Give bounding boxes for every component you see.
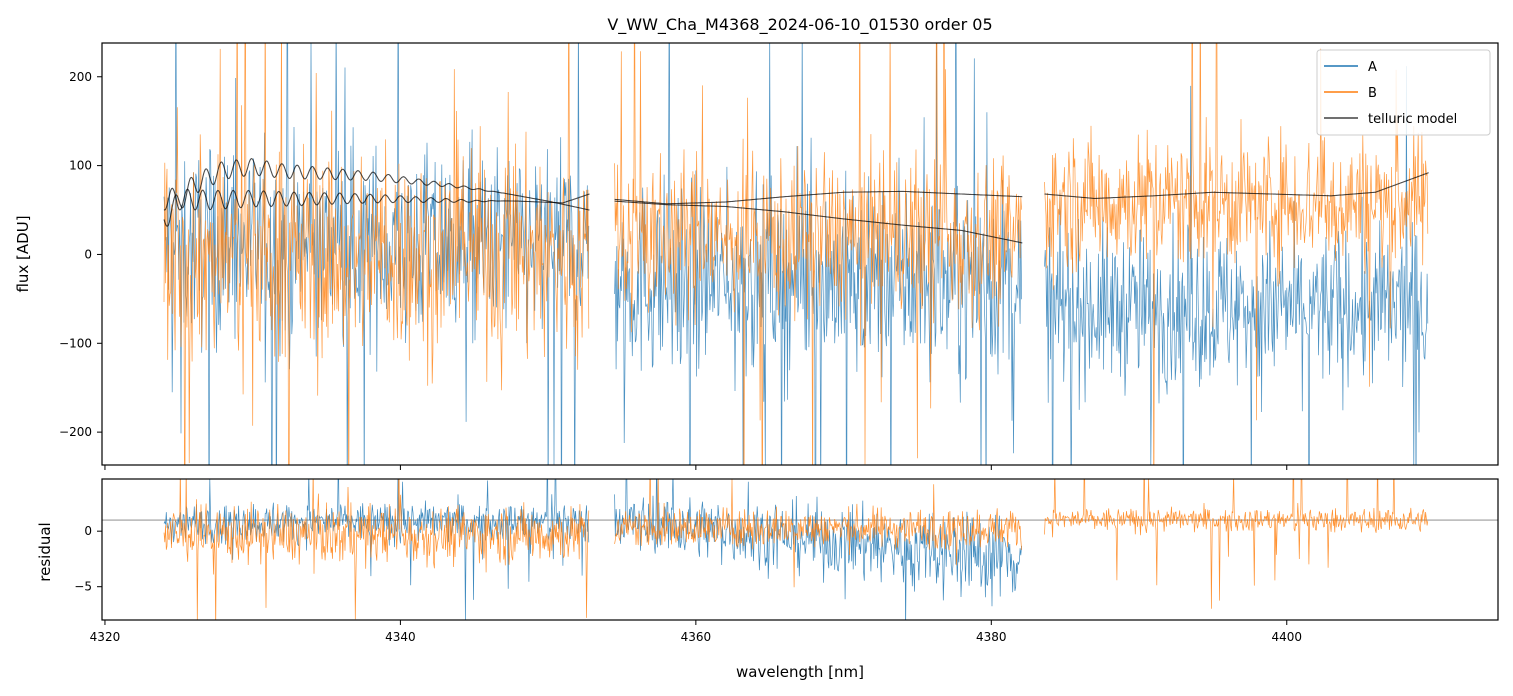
- x-tick-label: 4340: [385, 630, 416, 644]
- flux-panel: 200 100 0 −100 −200 flux [ADU] A B telluric …: [14, 42, 1499, 470]
- residual-y-ticks: 0 −5: [74, 524, 102, 594]
- residual-y-tick-label: −5: [74, 580, 92, 594]
- legend-label-b: B: [1368, 86, 1377, 101]
- x-tick-label: 4360: [681, 630, 712, 644]
- flux-y-tick-label: 100: [69, 159, 92, 173]
- flux-x-ticks: [104, 465, 1288, 470]
- legend-box: [1316, 49, 1491, 136]
- flux-data: [163, 43, 1429, 465]
- flux-y-tick-label: −200: [59, 425, 92, 439]
- telluric-model-b-segment-1: [163, 187, 590, 211]
- residual-y-axis-label: residual: [36, 522, 54, 581]
- flux-y-tick-label: −100: [59, 336, 92, 350]
- series-b-segment-1: [163, 43, 590, 465]
- legend: A B telluric model: [1316, 49, 1491, 136]
- chart-title: V_WW_Cha_M4368_2024-06-10_01530 order 05: [607, 15, 992, 35]
- legend-label-a: A: [1368, 60, 1377, 75]
- residual-panel-frame: [101, 478, 1499, 621]
- x-tick-label: 4400: [1271, 630, 1302, 644]
- residual-panel: 0 −5 4320 4340 4360 4380 4400 residual wavele…: [36, 478, 1499, 681]
- residual-y-tick-label: 0: [84, 524, 92, 538]
- telluric-model-b-segment-2: [614, 190, 1023, 205]
- telluric-model-a-segment-1: [163, 158, 590, 227]
- series-b-segment-2: [614, 43, 1022, 465]
- flux-y-axis-label: flux [ADU]: [14, 215, 32, 292]
- flux-y-tick-label: 200: [69, 70, 92, 84]
- residual-b-segment-1: [163, 479, 590, 620]
- legend-label-telluric: telluric model: [1368, 112, 1457, 127]
- residual-x-ticks: 4320 4340 4360 4380 4400: [90, 620, 1302, 644]
- flux-y-ticks: 200 100 0 −100 −200: [59, 70, 102, 439]
- telluric-model-b-segment-3: [1044, 172, 1429, 200]
- series-b-segment-3: [1044, 43, 1429, 465]
- x-axis-label: wavelength [nm]: [736, 663, 864, 681]
- telluric-model-a-segment-2: [614, 200, 1023, 244]
- series-a-segment-3: [1044, 66, 1429, 465]
- x-tick-label: 4320: [90, 630, 121, 644]
- x-tick-label: 4380: [976, 630, 1007, 644]
- residual-b-segment-3: [1044, 479, 1429, 609]
- series-a-segment-2: [614, 43, 1022, 465]
- residual-b-segment-2: [614, 479, 1022, 588]
- flux-y-tick-label: 0: [84, 247, 92, 261]
- residual-data: [102, 479, 1498, 620]
